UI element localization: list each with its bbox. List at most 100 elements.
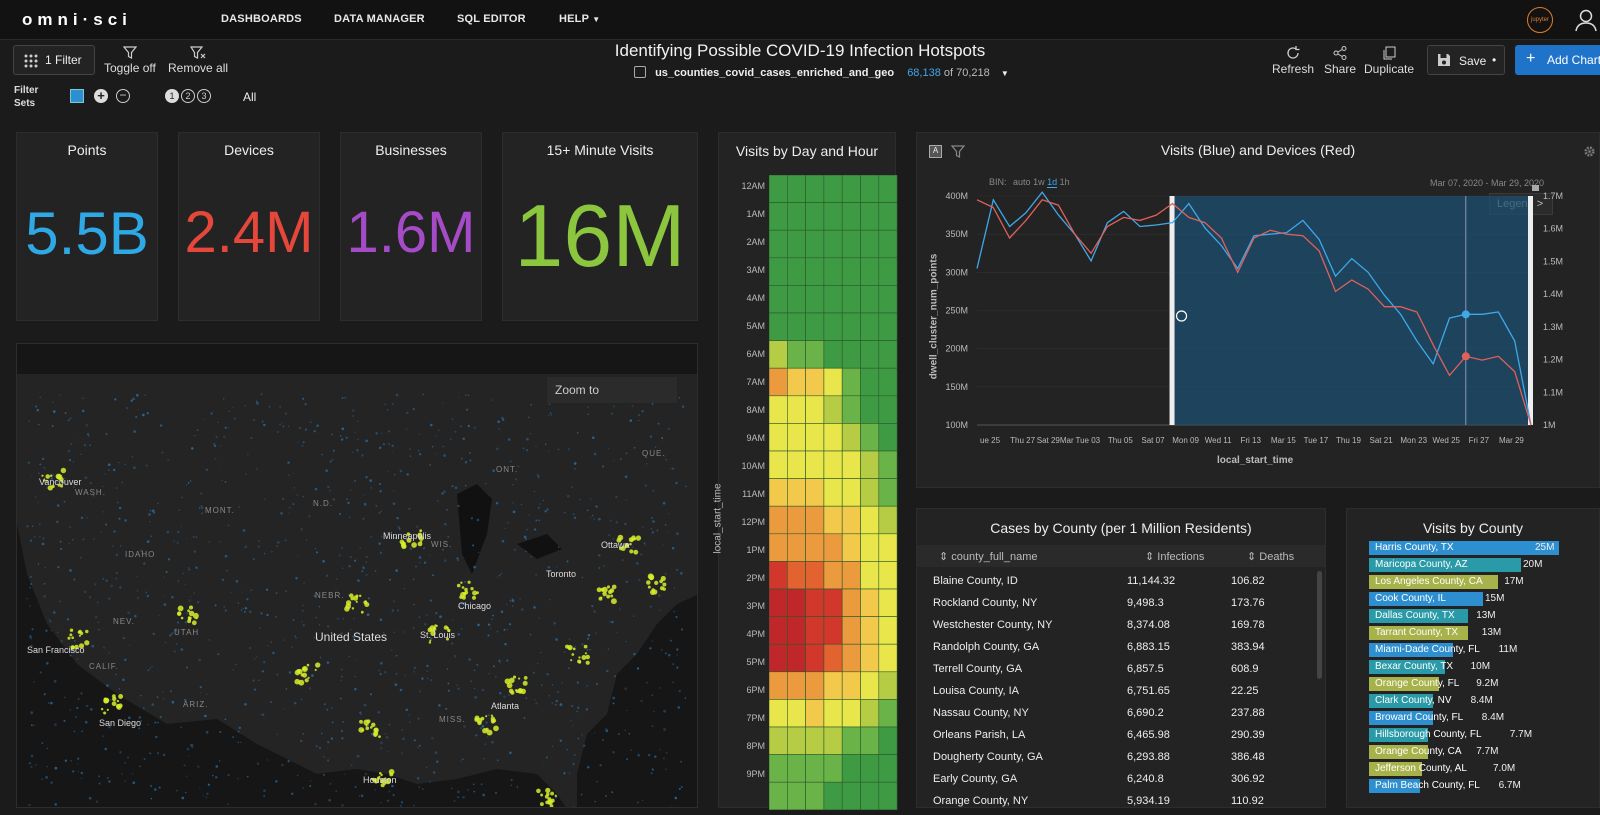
remove-all-button[interactable]: Remove all [168, 46, 228, 75]
heatmap-cell [769, 257, 788, 286]
map-point [309, 785, 312, 788]
map-point [395, 569, 398, 572]
map-point [69, 526, 71, 528]
kpi-value: 16M [514, 186, 686, 285]
table-row[interactable]: Terrell County, GA 6,857.5 608.9 [917, 659, 1317, 681]
heatmap-panel[interactable]: Visits by Day and Hour local_start_time … [713, 132, 898, 811]
table-row[interactable]: Randolph County, GA 6,883.15 383.94 [917, 637, 1317, 659]
bin-1h[interactable]: 1h [1059, 177, 1070, 187]
map-hotspot-point [388, 769, 395, 775]
map-hotspot-point [572, 647, 576, 651]
table-row[interactable]: Early County, GA 6,240.8 306.92 [917, 769, 1317, 791]
map-point [55, 520, 59, 524]
nav-help[interactable]: HELP ▼ [559, 13, 600, 25]
county-bar[interactable]: Maricopa County, AZ [1369, 558, 1521, 572]
filter-icon[interactable] [951, 145, 965, 158]
filter-set-active-icon[interactable] [70, 89, 84, 103]
remove-filter-set-icon[interactable]: − [116, 89, 130, 103]
nav-dashboards[interactable]: DASHBOARDS [221, 13, 302, 25]
column-header-county[interactable]: ⇕ county_full_name [939, 551, 1038, 563]
column-header-infections[interactable]: ⇕ Infections [1145, 551, 1205, 563]
infections-cell: 11,144.32 [1127, 575, 1176, 587]
column-header-deaths[interactable]: ⇕ Deaths [1247, 551, 1295, 563]
table-icon[interactable]: A [929, 145, 942, 158]
kpi-points-panel[interactable]: Points 5.5B [16, 132, 158, 321]
gear-icon[interactable] [1583, 145, 1596, 158]
county-bar[interactable]: Cook County, IL [1369, 592, 1483, 606]
county-bar[interactable]: Orange County, FL [1369, 677, 1459, 691]
line-chart[interactable]: 400M350M300M250M200M150M100M1.7M1.6M1.5M… [917, 133, 1600, 489]
share-button[interactable]: Share [1324, 46, 1356, 76]
county-bar[interactable]: Clark County, NV [1369, 694, 1452, 708]
county-bar[interactable]: Broward County, FL [1369, 711, 1463, 725]
county-visits-panel[interactable]: Visits by County Harris County, TX 25M Mar… [1346, 508, 1600, 808]
nav-sql-editor[interactable]: SQL EDITOR [457, 13, 526, 25]
jupyter-icon[interactable]: jupyter [1527, 7, 1553, 33]
table-row[interactable]: Westchester County, NY 8,374.08 169.78 [917, 615, 1317, 637]
filter-set-1[interactable]: 1 [165, 89, 179, 103]
bin-1d[interactable]: 1d [1047, 177, 1058, 188]
county-bar-value: 7.7M [1476, 746, 1499, 757]
map-point [28, 803, 31, 806]
point-map[interactable] [17, 374, 698, 808]
brush-selection [1172, 196, 1531, 425]
table-row[interactable]: Louisa County, IA 6,751.65 22.25 [917, 681, 1317, 703]
county-bar[interactable]: Los Angeles County, CA [1369, 575, 1498, 589]
kpi-devices-panel[interactable]: Devices 2.4M [178, 132, 320, 321]
user-icon[interactable] [1575, 8, 1597, 32]
cases-table-panel[interactable]: Cases by County (per 1 Million Residents… [916, 508, 1326, 808]
scrollbar[interactable] [1317, 571, 1322, 679]
map-point [186, 666, 188, 669]
map-point [217, 653, 220, 656]
county-bar[interactable]: Tarrant County, TX [1369, 626, 1468, 640]
data-source-selector[interactable]: us_counties_covid_cases_enriched_and_geo… [634, 66, 1009, 79]
county-bar[interactable]: Bexar County, TX [1369, 660, 1453, 674]
bin-auto[interactable]: auto [1013, 177, 1031, 187]
point-map-panel[interactable]: Zoom to Vancouver WASH. MONT. N.D. ONT. QUE. I… [16, 343, 698, 808]
omnisci-logo[interactable]: omni·sci [22, 10, 132, 29]
filter-set-2[interactable]: 2 [181, 89, 195, 103]
county-bar-chart[interactable]: Harris County, TX 25M Maricopa County, AZ 2… [1347, 509, 1600, 809]
heatmap-grid[interactable] [769, 175, 901, 815]
save-button[interactable]: Save • [1427, 45, 1505, 75]
refresh-button[interactable]: Refresh [1272, 46, 1314, 76]
table-row[interactable]: Dougherty County, GA 6,293.88 386.48 [917, 747, 1317, 769]
add-chart-button[interactable]: + Add Chart [1515, 45, 1600, 75]
duplicate-button[interactable]: Duplicate [1364, 46, 1414, 76]
kpi-visits-panel[interactable]: 15+ Minute Visits 16M [502, 132, 698, 321]
map-point [382, 442, 386, 446]
kpi-businesses-panel[interactable]: Businesses 1.6M [340, 132, 482, 321]
table-row[interactable]: Orange County, NY 5,934.19 110.92 [917, 791, 1317, 813]
add-filter-set-icon[interactable]: + [94, 89, 108, 103]
map-hotspot-point [188, 605, 194, 610]
county-bar[interactable]: Hillsborough County, FL [1369, 728, 1482, 742]
county-bar[interactable]: Harris County, TX [1369, 541, 1559, 555]
zoom-to-input[interactable]: Zoom to [547, 377, 677, 403]
county-bar[interactable]: Orange County, CA [1369, 745, 1462, 759]
heatmap-cell [805, 505, 825, 535]
map-point [624, 687, 627, 690]
nav-data-manager[interactable]: DATA MANAGER [334, 13, 425, 25]
filter-button[interactable]: 1 Filter [13, 45, 95, 75]
bin-1w[interactable]: 1w [1033, 177, 1045, 187]
county-bar[interactable]: Jefferson County, AL [1369, 762, 1467, 776]
map-point [73, 640, 76, 642]
table-row[interactable]: Blaine County, ID 11,144.32 106.82 [917, 571, 1317, 593]
county-bar[interactable]: Palm Beach County, FL [1369, 779, 1480, 793]
county-bar[interactable]: Dallas County, TX [1369, 609, 1468, 623]
map-point [235, 580, 239, 583]
move-cursor-icon [1175, 310, 1188, 322]
line-chart-panel[interactable]: A Visits (Blue) and Devices (Red) BIN: a… [916, 132, 1600, 488]
dashboard-title[interactable]: Identifying Possible COVID-19 Infection … [614, 41, 986, 60]
table-row[interactable]: Rockland County, NY 9,498.3 173.76 [917, 593, 1317, 615]
filter-set-3[interactable]: 3 [197, 89, 211, 103]
map-point [128, 644, 131, 646]
table-row[interactable]: Orleans Parish, LA 6,465.98 290.39 [917, 725, 1317, 747]
map-point [341, 737, 344, 740]
heatmap-cell [805, 450, 825, 479]
county-bar[interactable]: Miami-Dade County, FL [1369, 643, 1480, 657]
filter-set-all[interactable]: All [243, 90, 257, 104]
toggle-off-button[interactable]: Toggle off [104, 46, 156, 75]
table-row[interactable]: Nassau County, NY 6,690.2 237.88 [917, 703, 1317, 725]
map-point [375, 504, 378, 507]
